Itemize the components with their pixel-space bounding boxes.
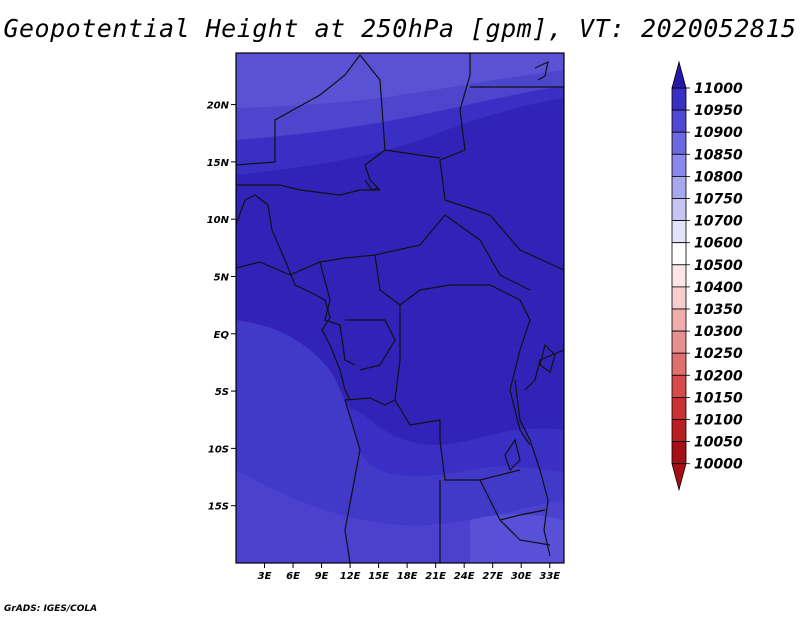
colorbar-box bbox=[671, 352, 687, 376]
colorbar-label: 10100 bbox=[694, 413, 743, 429]
colorbar: 11000 10950 10900 10850 10800 10750 10700 10600… bbox=[671, 60, 743, 492]
colorbar-label: 10350 bbox=[694, 302, 743, 318]
map-frame bbox=[235, 52, 565, 564]
y-tick-label: 15S bbox=[208, 502, 229, 513]
y-tick-label: EQ bbox=[214, 330, 230, 341]
colorbar-label: 10200 bbox=[694, 368, 743, 384]
x-tick-label: 18E bbox=[397, 571, 418, 582]
colorbar-label: 10000 bbox=[694, 457, 743, 473]
y-tick-label: 5N bbox=[214, 272, 230, 283]
colorbar-label: 10750 bbox=[694, 192, 743, 208]
x-tick-label: 30E bbox=[511, 571, 532, 582]
colorbar-box bbox=[671, 109, 687, 133]
field-band-north-inner bbox=[236, 53, 564, 108]
colorbar-box bbox=[671, 198, 687, 222]
colorbar-label: 10950 bbox=[694, 103, 743, 119]
colorbar-label: 10050 bbox=[694, 435, 743, 451]
colorbar-box bbox=[671, 286, 687, 310]
x-tick-label: 12E bbox=[340, 571, 361, 582]
x-tick-label: 33E bbox=[539, 571, 560, 582]
colorbar-label: 10300 bbox=[694, 324, 743, 340]
field-band-southeast bbox=[470, 514, 564, 563]
map-area bbox=[236, 53, 564, 563]
colorbar-label: 10700 bbox=[694, 214, 743, 230]
y-tick-label: 10S bbox=[208, 444, 229, 455]
colorbar-box bbox=[671, 131, 687, 155]
colorbar-label: 10900 bbox=[694, 125, 743, 141]
colorbar-label: 10800 bbox=[694, 169, 743, 185]
x-axis: 3E 6E 9E 12E 15E 18E 21E 24E 27E 30E 33E bbox=[258, 563, 560, 582]
field-band-southwest bbox=[236, 320, 564, 563]
colorbar-label: 10500 bbox=[694, 258, 743, 274]
colorbar-box bbox=[671, 242, 687, 266]
x-tick-label: 9E bbox=[315, 571, 329, 582]
y-axis: 20N 15N 10N 5N EQ 5S 10S 15S bbox=[207, 101, 236, 513]
y-tick-label: 10N bbox=[207, 215, 230, 226]
colorbar-box bbox=[671, 153, 687, 177]
colorbar-box bbox=[671, 308, 687, 332]
x-tick-label: 3E bbox=[258, 571, 272, 582]
y-tick-label: 15N bbox=[207, 158, 230, 169]
colorbar-label: 10150 bbox=[694, 390, 743, 406]
colorbar-box bbox=[671, 87, 687, 111]
y-tick-label: 5S bbox=[215, 387, 229, 398]
country-borders bbox=[236, 53, 564, 563]
colorbar-box bbox=[671, 396, 687, 420]
colorbar-box bbox=[671, 175, 687, 199]
colorbar-box bbox=[671, 419, 687, 443]
colorbar-box bbox=[671, 441, 687, 465]
colorbar-arrow-bottom bbox=[671, 463, 687, 492]
coastline bbox=[236, 60, 556, 557]
colorbar-label: 10850 bbox=[694, 147, 743, 163]
colorbar-label: 10250 bbox=[694, 346, 743, 362]
colorbar-box bbox=[671, 374, 687, 398]
x-tick-label: 24E bbox=[454, 571, 475, 582]
colorbar-label: 11000 bbox=[694, 81, 743, 97]
colorbar-box bbox=[671, 330, 687, 354]
y-tick-label: 20N bbox=[207, 101, 230, 112]
colorbar-label: 10600 bbox=[694, 236, 743, 252]
footer-credit: GrADS: IGES/COLA bbox=[4, 604, 98, 614]
chart-title: Geopotential Height at 250hPa [gpm], VT:… bbox=[3, 14, 797, 43]
colorbar-box bbox=[671, 220, 687, 244]
x-tick-label: 6E bbox=[286, 571, 300, 582]
x-tick-label: 27E bbox=[482, 571, 503, 582]
colorbar-box bbox=[671, 264, 687, 288]
x-tick-label: 15E bbox=[368, 571, 389, 582]
colorbar-label: 10400 bbox=[694, 280, 743, 296]
x-tick-label: 21E bbox=[425, 571, 446, 582]
colorbar-arrow-top bbox=[671, 60, 687, 89]
